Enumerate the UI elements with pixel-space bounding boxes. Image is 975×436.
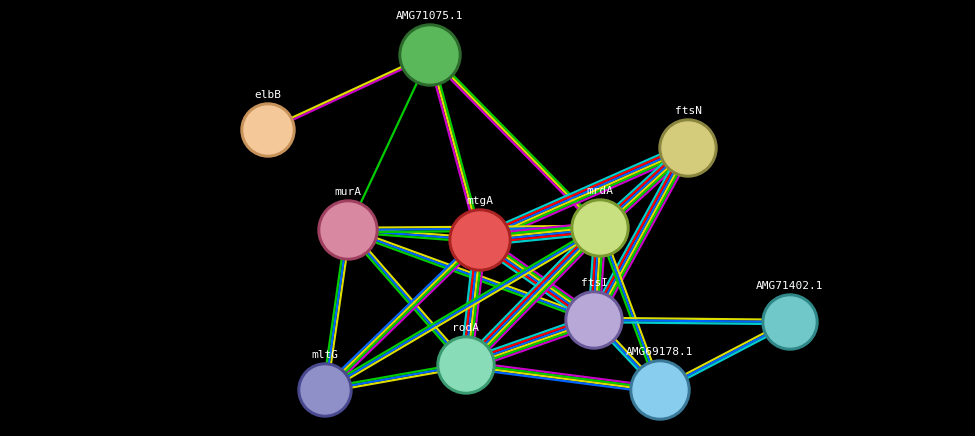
Circle shape — [568, 294, 620, 346]
Text: rodA: rodA — [452, 323, 480, 333]
Text: mltG: mltG — [311, 350, 338, 360]
Circle shape — [244, 106, 292, 154]
Text: mtgA: mtgA — [466, 196, 493, 206]
Circle shape — [452, 212, 508, 268]
Circle shape — [437, 336, 495, 394]
Circle shape — [440, 339, 492, 391]
Circle shape — [762, 294, 818, 350]
Circle shape — [321, 203, 375, 257]
Circle shape — [301, 366, 349, 414]
Text: AMG69178.1: AMG69178.1 — [626, 347, 694, 357]
Circle shape — [449, 209, 511, 271]
Circle shape — [574, 202, 626, 254]
Circle shape — [565, 291, 623, 349]
Circle shape — [630, 360, 690, 420]
Text: AMG71075.1: AMG71075.1 — [396, 11, 464, 21]
Circle shape — [402, 27, 458, 83]
Text: murA: murA — [334, 187, 362, 197]
Circle shape — [765, 297, 815, 347]
Circle shape — [399, 24, 461, 86]
Circle shape — [662, 122, 714, 174]
Circle shape — [241, 103, 295, 157]
Text: elbB: elbB — [254, 90, 282, 100]
Circle shape — [298, 363, 352, 417]
Circle shape — [659, 119, 717, 177]
Circle shape — [633, 363, 687, 417]
Text: AMG71402.1: AMG71402.1 — [757, 281, 824, 291]
Circle shape — [571, 199, 629, 257]
Text: ftsI: ftsI — [580, 278, 607, 288]
Text: mrdA: mrdA — [587, 186, 613, 196]
Circle shape — [318, 200, 378, 260]
Text: ftsN: ftsN — [675, 106, 701, 116]
